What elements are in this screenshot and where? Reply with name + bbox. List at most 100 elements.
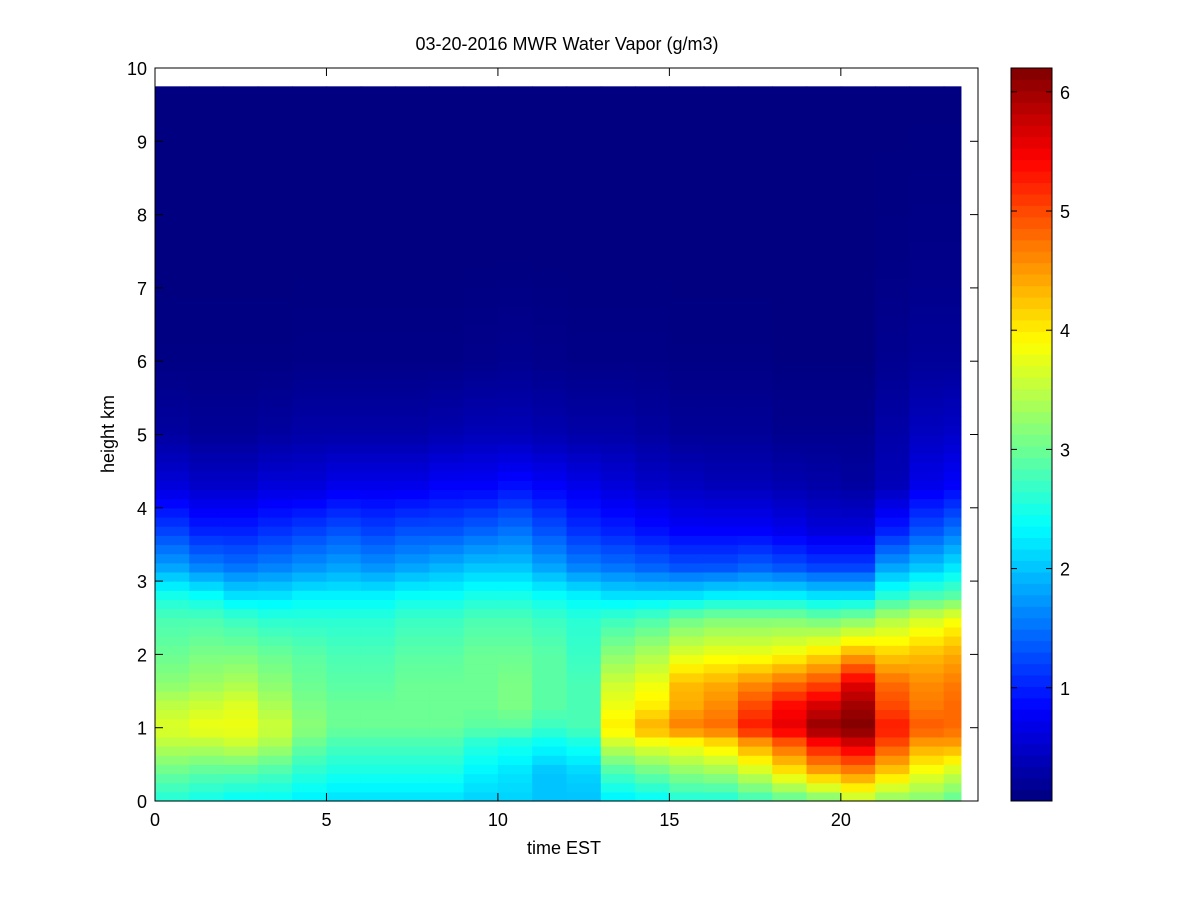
heatmap-cell: [635, 443, 670, 454]
heatmap-cell: [737, 764, 773, 775]
heatmap-cell: [395, 581, 430, 591]
heatmap-cell: [326, 654, 362, 665]
heatmap-cell: [600, 700, 636, 710]
heatmap-cell: [155, 187, 190, 197]
heatmap-cell: [292, 599, 328, 610]
heatmap-cell: [772, 352, 808, 362]
heatmap-cell: [840, 691, 876, 701]
heatmap-cell: [223, 700, 259, 710]
heatmap-cell: [635, 361, 670, 371]
heatmap-cell: [669, 132, 705, 142]
colorbar-band: [1011, 274, 1052, 287]
heatmap-cell: [292, 122, 328, 133]
heatmap-cell: [532, 361, 568, 371]
heatmap-cell: [223, 95, 259, 106]
heatmap-cell: [566, 773, 602, 784]
heatmap-cell: [223, 764, 259, 775]
heatmap-cell: [840, 516, 876, 527]
heatmap-cell: [840, 645, 876, 655]
heatmap-cell: [497, 755, 533, 765]
heatmap-cell: [429, 645, 465, 655]
heatmap-cell: [189, 544, 225, 555]
heatmap-cell: [840, 663, 876, 674]
heatmap-cell: [840, 553, 876, 564]
heatmap-cell: [326, 86, 362, 97]
heatmap-cell: [223, 370, 259, 381]
heatmap-cell: [806, 526, 842, 536]
heatmap-cell: [600, 113, 636, 124]
heatmap-cell: [635, 544, 670, 555]
heatmap-cell: [909, 480, 945, 491]
heatmap-cell: [360, 498, 396, 509]
heatmap-cell: [600, 242, 636, 252]
heatmap-cell: [566, 122, 602, 133]
heatmap-cell: [189, 370, 225, 381]
heatmap-cell: [566, 95, 602, 106]
heatmap-cell: [532, 773, 568, 784]
heatmap-cell: [497, 471, 533, 481]
heatmap-cell: [189, 113, 225, 124]
heatmap-cell: [155, 132, 190, 142]
heatmap-cell: [772, 480, 808, 491]
heatmap-cell: [395, 306, 430, 316]
heatmap-cell: [189, 507, 225, 518]
heatmap-cell: [223, 471, 259, 481]
heatmap-cell: [943, 379, 962, 390]
heatmap-cell: [429, 251, 465, 262]
heatmap-cell: [737, 251, 773, 262]
colorbar-band: [1011, 125, 1052, 138]
colorbar-band: [1011, 617, 1052, 630]
heatmap-cell: [429, 379, 465, 390]
heatmap-cell: [463, 306, 499, 316]
heatmap-cell: [840, 86, 876, 97]
heatmap-cell: [463, 498, 499, 509]
heatmap-cell: [429, 663, 465, 674]
colorbar-tick-label: 3: [1060, 440, 1070, 460]
heatmap-cell: [703, 196, 739, 207]
heatmap-cell: [155, 159, 190, 170]
heatmap-cell: [875, 709, 911, 720]
heatmap-cell: [395, 498, 430, 509]
colorbar-band: [1011, 468, 1052, 481]
heatmap-cell: [223, 636, 259, 646]
heatmap-cell: [429, 232, 465, 243]
heatmap-cell: [326, 132, 362, 142]
heatmap-cell: [223, 434, 259, 445]
heatmap-cell: [532, 599, 568, 610]
heatmap-cell: [360, 764, 396, 775]
heatmap-cell: [395, 150, 430, 161]
heatmap-cell: [360, 626, 396, 637]
heatmap-cell: [737, 727, 773, 738]
heatmap-cell: [737, 434, 773, 445]
heatmap-cell: [189, 407, 225, 417]
heatmap-cell: [257, 269, 293, 280]
heatmap-cell: [429, 306, 465, 316]
heatmap-cell: [669, 251, 705, 262]
colorbar-band: [1011, 514, 1052, 527]
heatmap-cell: [600, 626, 636, 637]
heatmap-cell: [292, 104, 328, 115]
heatmap-cell: [566, 443, 602, 454]
heatmap-cell: [395, 251, 430, 262]
heatmap-cell: [326, 342, 362, 353]
heatmap-cell: [532, 755, 568, 765]
heatmap-cell: [772, 306, 808, 316]
heatmap-cell: [360, 324, 396, 335]
heatmap-cell: [326, 187, 362, 197]
heatmap-cell: [532, 132, 568, 142]
heatmap-cell: [840, 416, 876, 426]
heatmap-cell: [326, 388, 362, 399]
heatmap-cell: [635, 132, 670, 142]
heatmap-cell: [463, 141, 499, 152]
heatmap-cell: [566, 507, 602, 518]
heatmap-cell: [600, 251, 636, 262]
heatmap-cell: [669, 388, 705, 399]
heatmap-cell: [566, 150, 602, 161]
heatmap-cell: [806, 122, 842, 133]
heatmap-cell: [326, 214, 362, 225]
heatmap-cell: [463, 388, 499, 399]
heatmap-cell: [806, 736, 842, 747]
heatmap-cell: [737, 581, 773, 591]
heatmap-cell: [463, 617, 499, 628]
